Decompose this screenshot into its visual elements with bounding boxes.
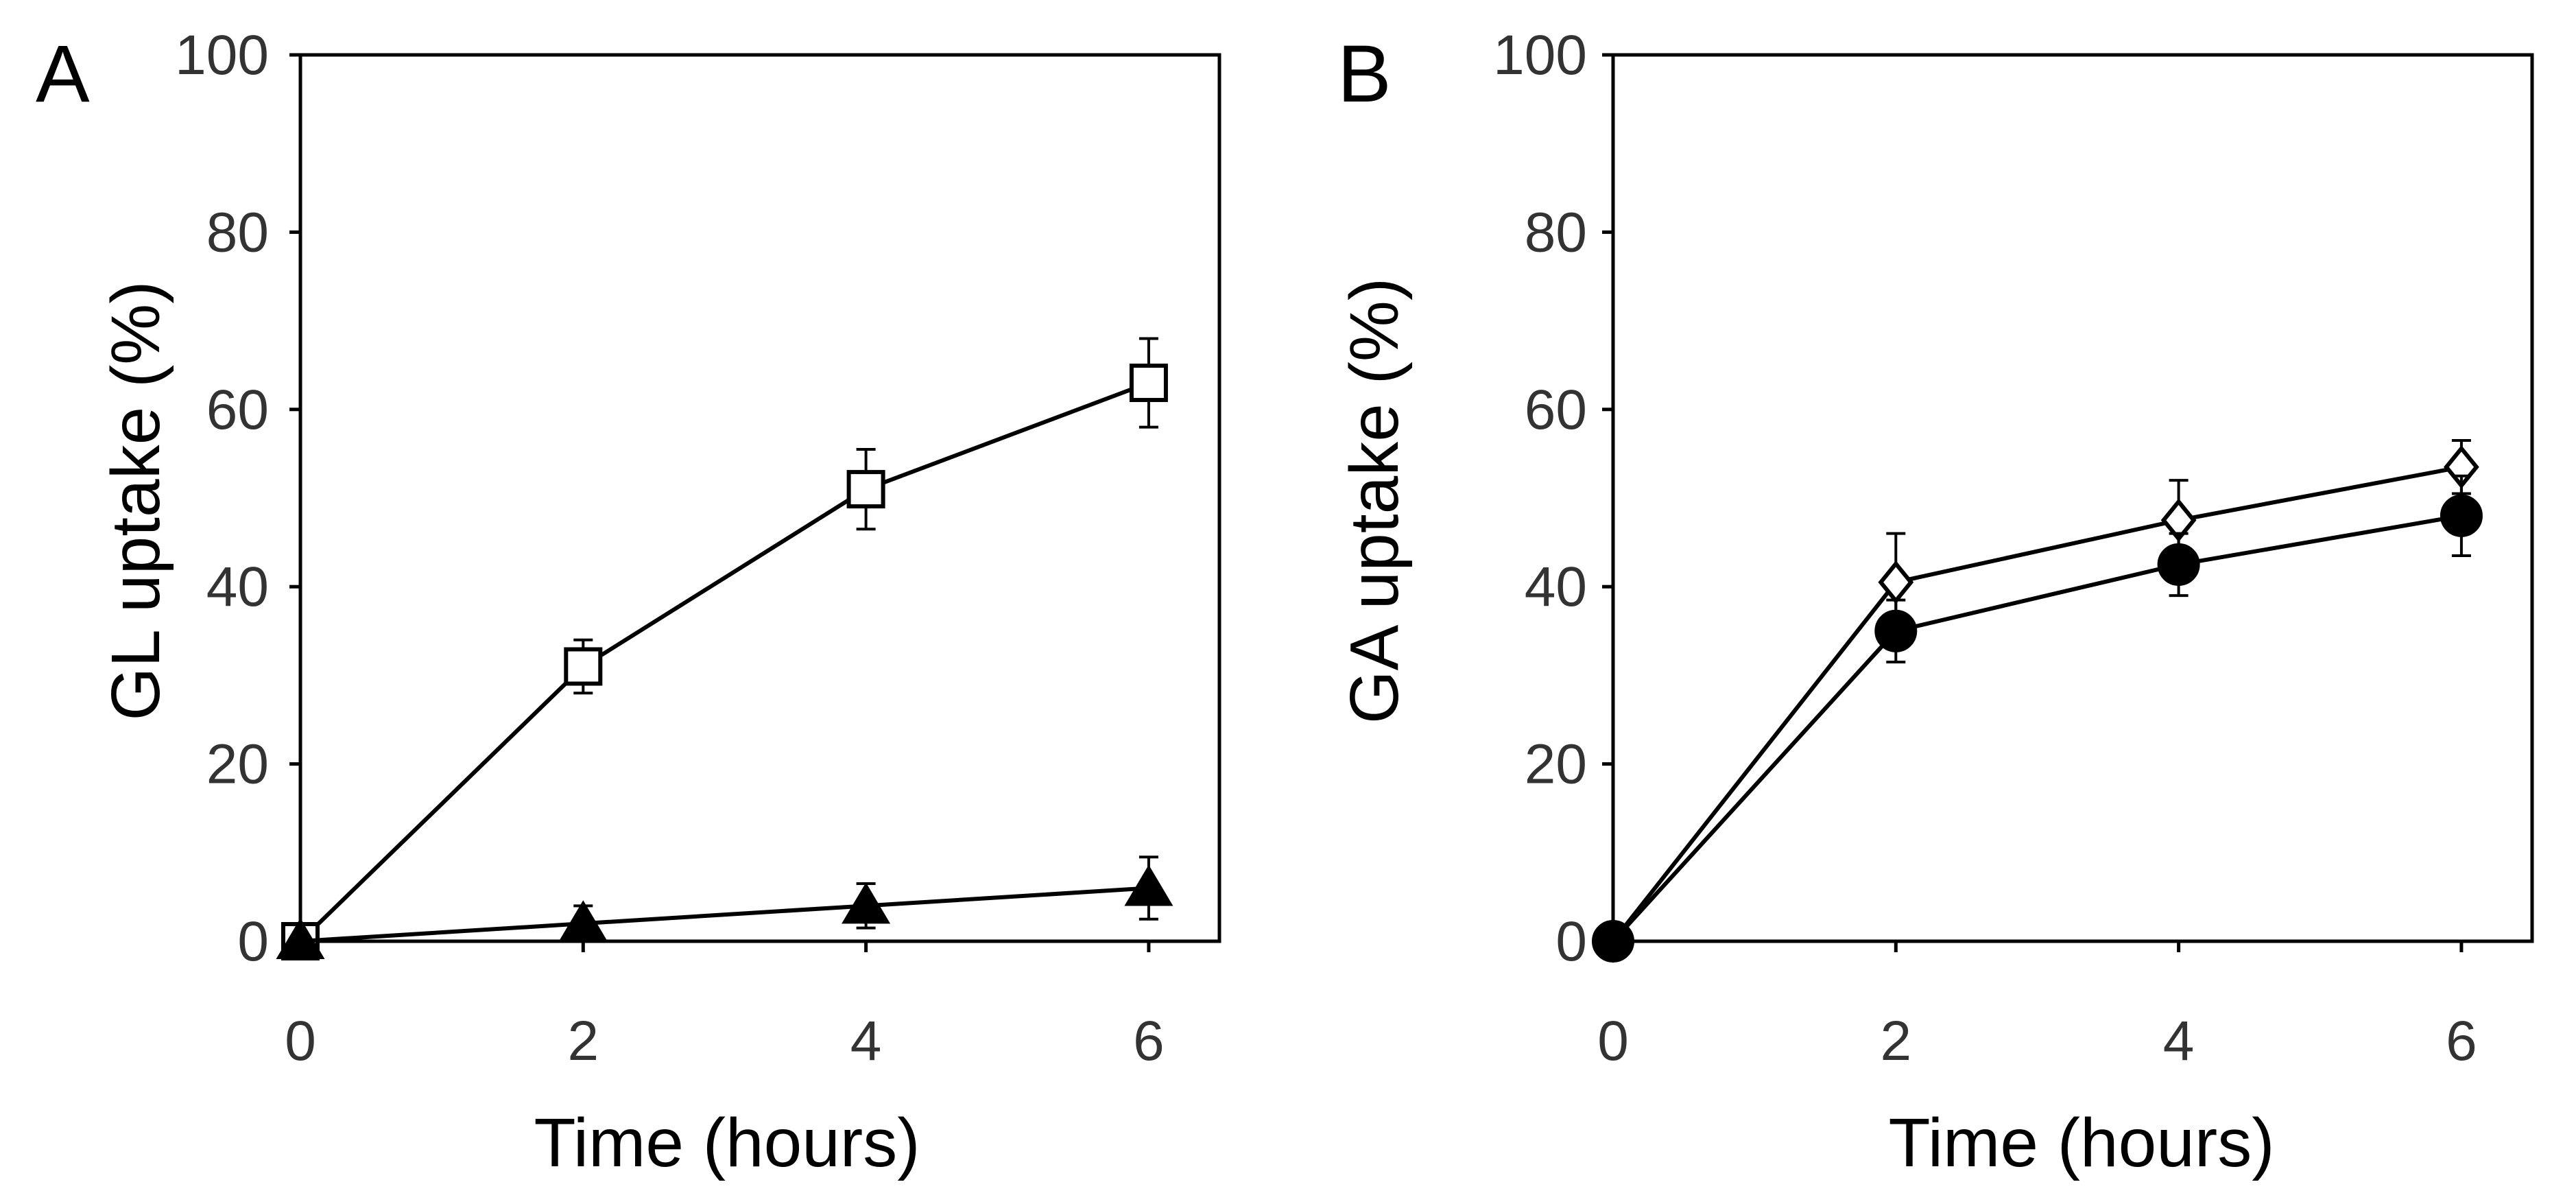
x-tick-label: 4 (2163, 1010, 2195, 1072)
data-point (2157, 543, 2200, 586)
x-axis-title: Time (hours) (534, 1105, 920, 1181)
chart-panel-b: B 0 20 40 60 80 100 0 2 4 6 Time (hours) GA uptake (… (1336, 24, 2534, 1181)
y-tick-label: 60 (206, 379, 269, 441)
y-axis-title: GA uptake (%) (1336, 278, 1413, 724)
series-line (1611, 513, 2462, 943)
y-tick-label: 0 (237, 910, 269, 973)
y-tick-label: 100 (1493, 24, 1587, 86)
y-axis-title: GL uptake (%) (97, 281, 174, 720)
data-point (842, 882, 891, 924)
y-tick-label: 0 (1555, 910, 1587, 973)
x-tick-label: 0 (1597, 1010, 1629, 1072)
data-point (2440, 494, 2483, 537)
x-tick-label: 2 (1881, 1010, 1912, 1072)
series-line (300, 886, 1149, 943)
plot-frame (1611, 53, 2534, 943)
data-point (558, 900, 608, 942)
series-open-square (281, 337, 1168, 960)
y-tick-label: 20 (1525, 733, 1587, 796)
x-tick-label: 6 (2446, 1010, 2477, 1072)
x-axis-title: Time (hours) (1888, 1105, 2274, 1181)
y-tick-label: 60 (1525, 379, 1587, 441)
data-point (846, 470, 885, 509)
plot-frame (298, 53, 1221, 943)
y-tick-label: 80 (1525, 201, 1587, 263)
panel-label: A (36, 29, 90, 119)
series-filled-triangle (276, 855, 1173, 959)
panel-label: B (1337, 29, 1392, 119)
series-line (298, 381, 1149, 943)
y-tick-label: 20 (206, 733, 269, 796)
data-point (1124, 864, 1173, 906)
y-tick-label: 40 (206, 556, 269, 618)
data-point (1129, 364, 1168, 403)
series-line (1611, 464, 2462, 943)
x-tick-label: 2 (568, 1010, 599, 1072)
data-point (564, 647, 603, 686)
data-point (1592, 920, 1634, 963)
data-point (1874, 609, 1918, 652)
x-tick-label: 6 (1133, 1010, 1165, 1072)
y-tick-label: 100 (175, 24, 269, 86)
y-tick-label: 80 (206, 201, 269, 263)
chart-panel-a: A 0 20 40 60 80 100 0 2 4 6 Time (hours) GL uptake (… (36, 24, 1221, 1181)
series-open-diamond (1595, 439, 2479, 963)
y-tick-label: 40 (1525, 556, 1587, 618)
x-tick-label: 0 (285, 1010, 316, 1072)
series-filled-circle (1592, 474, 2483, 963)
x-tick-label: 4 (850, 1010, 882, 1072)
data-point (276, 918, 325, 959)
